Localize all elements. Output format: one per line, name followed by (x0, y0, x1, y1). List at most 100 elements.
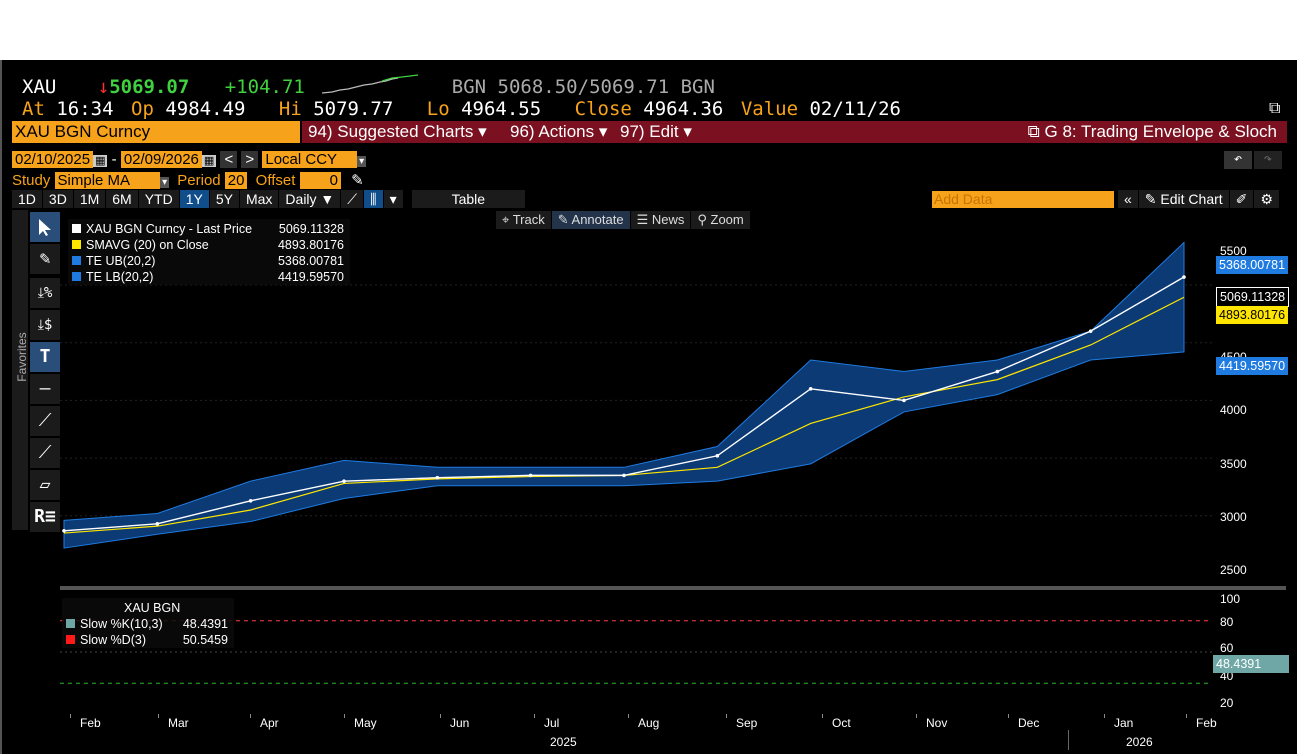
x-tick (534, 714, 535, 718)
table-button[interactable]: Table (411, 190, 526, 208)
cursor-tool[interactable] (30, 212, 60, 242)
period-label: Period (177, 172, 221, 189)
stoch-current-label: 48.4391 (1213, 655, 1289, 673)
pane-divider[interactable] (60, 586, 1286, 590)
pencil-icon[interactable]: ✎ (351, 172, 364, 189)
dollar-measure-tool[interactable]: ⤓$ (30, 310, 60, 340)
price-point (528, 473, 533, 478)
annotate-button[interactable]: ✎ Annotate (551, 211, 630, 229)
y-tick: 4000 (1220, 403, 1247, 417)
end-date-input[interactable]: 02/09/2026 (120, 151, 202, 168)
draw-pen-tool[interactable]: ✎ (30, 244, 60, 274)
chart-mode-bar: ⌖ Track ✎ Annotate ☰ News ⚲ Zoom (496, 211, 751, 229)
at-label: At (22, 98, 45, 120)
start-date-input[interactable]: 02/10/2025 (12, 151, 94, 168)
x-tick-label: Oct (832, 716, 851, 730)
bid: 5068.50 (497, 76, 578, 98)
calendar-icon[interactable]: ▦ (201, 155, 217, 167)
trend-line-tool[interactable]: ⟋ (30, 406, 60, 436)
ticker: XAU (22, 76, 57, 98)
price-chart[interactable] (60, 210, 1212, 585)
range-max[interactable]: Max (239, 190, 279, 208)
range-ytd[interactable]: YTD (138, 190, 179, 208)
range-5y[interactable]: 5Y (209, 190, 239, 208)
y-tick: 2500 (1220, 563, 1247, 577)
edit-chart-button[interactable]: ✎ Edit Chart (1138, 190, 1229, 208)
high-label: Hi (278, 98, 302, 120)
range-6m[interactable]: 6M (106, 190, 138, 208)
ray-line-tool[interactable]: ⟋ (30, 438, 60, 468)
upper-band-price-label: 5368.00781 (1216, 256, 1289, 274)
security-field[interactable]: XAU BGN Curncy (12, 121, 300, 143)
x-tick (822, 714, 823, 718)
news-button[interactable]: ☰ News (630, 211, 691, 229)
low-value: 4964.55 (461, 98, 542, 120)
edit-toolbar: «✎ Edit Chart ✐ ⚙ (1118, 190, 1280, 208)
channel-tool[interactable]: ▱ (30, 470, 60, 500)
chevron-down-icon[interactable]: ▾ (357, 156, 367, 167)
horizontal-line-tool[interactable]: — (30, 374, 60, 404)
undo-button[interactable]: ↶ (1224, 151, 1252, 169)
chart-title[interactable]: ⧉ G 8: Trading Envelope & Sloch (1027, 122, 1277, 141)
redo-button[interactable]: ↷ (1254, 151, 1282, 169)
value-label: Value (740, 98, 799, 120)
period-input[interactable]: 20 (224, 172, 248, 189)
track-button[interactable]: ⌖ Track (496, 211, 551, 229)
gear-icon[interactable]: ⚙ (1254, 190, 1279, 208)
prev-button[interactable]: < (220, 151, 238, 168)
x-tick (726, 714, 727, 718)
x-tick (1186, 714, 1187, 718)
collapse-icon[interactable]: « (1118, 190, 1138, 208)
price-point (622, 473, 626, 478)
fibonacci-tool[interactable]: R≡ (30, 502, 60, 532)
currency-select[interactable]: Local CCY (262, 151, 358, 168)
line-chart-icon[interactable]: ⟋ (341, 190, 364, 208)
study-label: Study (12, 172, 51, 189)
study-select[interactable]: Simple MA (54, 172, 161, 189)
open-value: 4984.49 (165, 98, 246, 120)
calendar-icon[interactable]: ▦ (93, 155, 108, 167)
price-point (1088, 329, 1093, 333)
zoom-button[interactable]: ⚲ Zoom (691, 211, 750, 229)
sma-price-label: 4893.80176 (1216, 306, 1289, 324)
chevron-down-icon[interactable]: ▾ (383, 190, 403, 208)
x-tick (1104, 714, 1105, 718)
x-tick-label: May (354, 716, 377, 730)
range-toolbar: 1D 3D 1M 6M YTD 1Y 5Y Max Daily ▼ ⟋ ⫼ ▾ Table (12, 190, 526, 208)
stochastic-chart[interactable] (60, 592, 1212, 712)
range-3d[interactable]: 3D (42, 190, 73, 208)
range-1d[interactable]: 1D (12, 190, 42, 208)
bid-source: BGN (451, 76, 487, 98)
year-label: 2025 (550, 735, 577, 749)
range-1m[interactable]: 1M (73, 190, 106, 208)
price-point (342, 479, 346, 483)
text-tool[interactable]: T (30, 342, 60, 372)
popout-icon[interactable]: ⧉ (1269, 98, 1281, 117)
x-tick (916, 714, 917, 718)
external-link-icon: ⧉ (1027, 122, 1040, 141)
x-tick-label: Nov (926, 716, 948, 730)
candle-chart-icon[interactable]: ⫼ (364, 190, 383, 208)
price-point (248, 498, 253, 503)
favorites-label: Favorites (15, 332, 29, 382)
last-price-label: 5069.11328 (1216, 287, 1290, 307)
actions-button[interactable]: 96) Actions ▾ (510, 122, 608, 141)
study-row: Study Simple MA ▾ Period 20 Offset 0 ✎ (12, 171, 364, 189)
range-1y[interactable]: 1Y (179, 190, 209, 208)
suggested-charts-button[interactable]: 94) Suggested Charts ▾ (308, 122, 487, 141)
quote-line: XAU ↓5069.07 +104.71 BGN 5068.50/5069.71… (22, 73, 715, 98)
x-tick-label: Mar (168, 716, 189, 730)
next-button[interactable]: > (241, 151, 259, 168)
x-tick-label: Apr (260, 716, 279, 730)
edit-button[interactable]: 97) Edit ▾ (620, 122, 692, 141)
add-data-input[interactable]: Add Data (932, 191, 1114, 208)
ask-source: BGN (680, 76, 715, 98)
offset-input[interactable]: 0 (299, 172, 341, 189)
favorites-sidebar[interactable]: Favorites (12, 210, 29, 530)
edit-icon[interactable]: ✐ (1229, 190, 1254, 208)
x-tick (158, 714, 159, 718)
frequency-select[interactable]: Daily ▼ (279, 190, 341, 208)
percent-measure-tool[interactable]: ⤓% (30, 278, 60, 308)
chevron-down-icon[interactable]: ▾ (160, 177, 170, 188)
price-point (1182, 275, 1186, 279)
